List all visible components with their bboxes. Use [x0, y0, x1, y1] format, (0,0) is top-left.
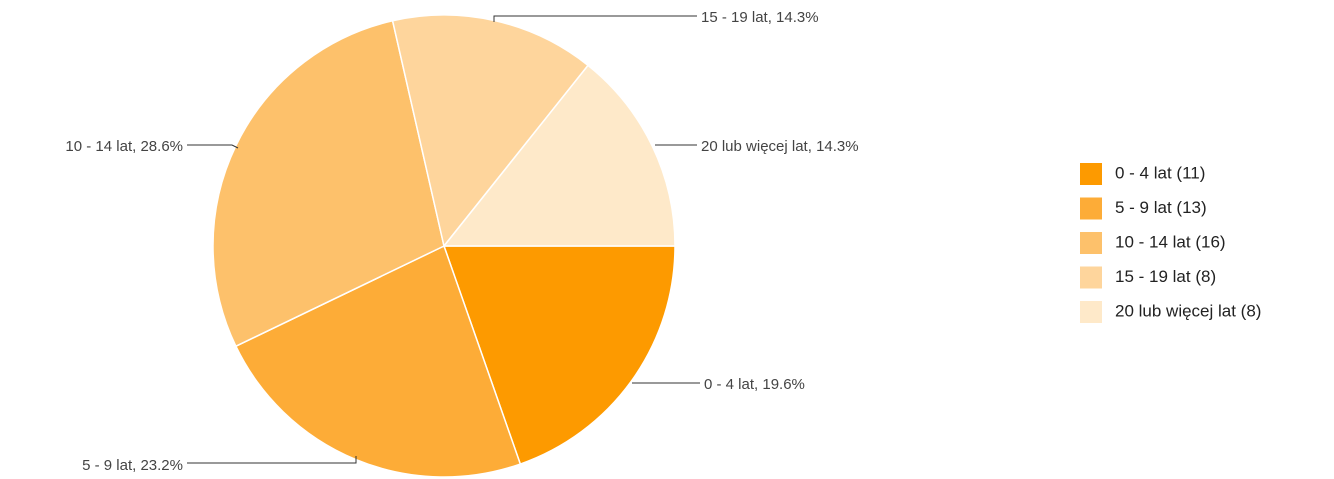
leader-line: [493, 15, 697, 22]
pie-slice: [212, 19, 445, 348]
legend-swatch: [1080, 232, 1102, 254]
legend-swatch: [1080, 266, 1102, 289]
legend-label: 10 - 14 lat (16): [1115, 232, 1226, 251]
leader-line: [187, 144, 239, 149]
pie-slice: [442, 64, 676, 247]
slice-label: 15 - 19 lat, 14.3%: [701, 9, 819, 26]
slice-label: 10 - 14 lat, 28.6%: [65, 138, 183, 155]
legend-swatch: [1080, 163, 1102, 185]
legend-label: 20 lub więcej lat (8): [1115, 301, 1261, 320]
legend-label: 5 - 9 lat (13): [1115, 198, 1207, 217]
legend-label: 15 - 19 lat (8): [1115, 267, 1216, 286]
legend-swatch: [1080, 197, 1102, 220]
pie-slice: [391, 14, 590, 248]
legend-label: 0 - 4 lat (11): [1115, 163, 1205, 182]
legend-swatch: [1080, 301, 1102, 323]
slice-label: 20 lub więcej lat, 14.3%: [701, 138, 859, 155]
slice-label: 0 - 4 lat, 19.6%: [704, 376, 805, 393]
slice-label: 5 - 9 lat, 23.2%: [82, 457, 183, 474]
leader-line: [187, 456, 357, 464]
